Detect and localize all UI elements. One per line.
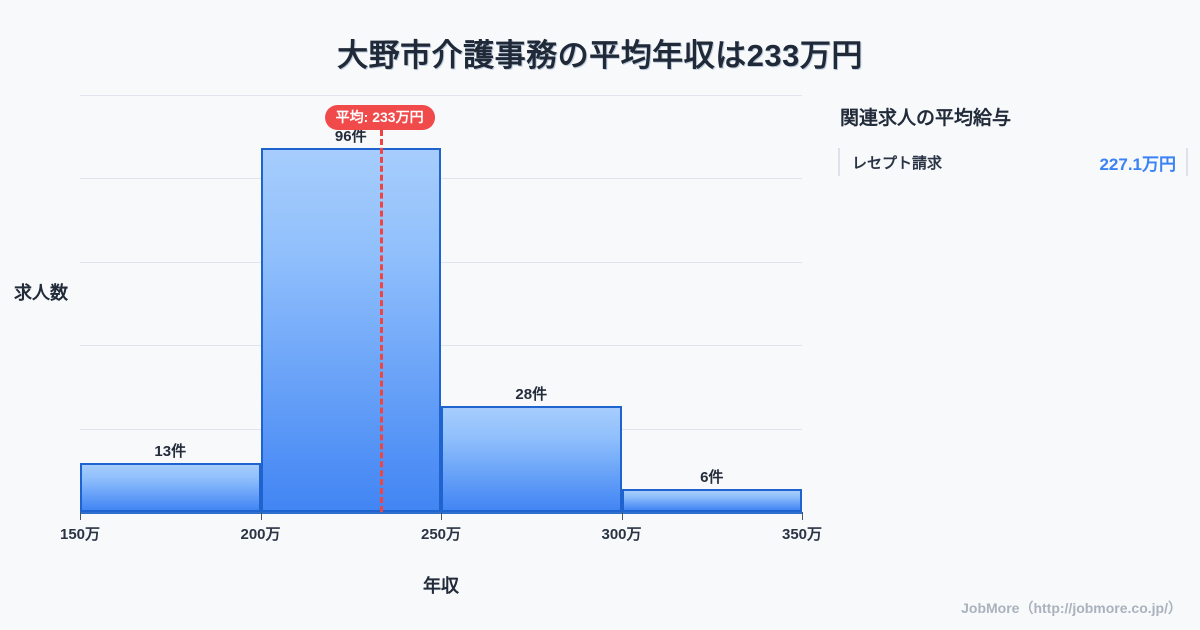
gridline <box>80 95 802 96</box>
x-axis-title: 年収 <box>423 576 459 596</box>
histogram-bar[interactable] <box>621 489 802 512</box>
related-salary-row-value: 227.1万円 <box>1099 154 1176 174</box>
average-line <box>379 130 383 512</box>
related-salary-panel: 関連求人の平均給与 レセプト請求 227.1万円 <box>838 95 1188 176</box>
bar-value-label: 28件 <box>515 385 548 403</box>
bar-value-label: 96件 <box>334 128 367 146</box>
related-salary-row[interactable]: レセプト請求 227.1万円 <box>838 148 1188 176</box>
page-title: 大野市介護事務の平均年収は233万円 <box>337 38 863 73</box>
footer-attribution: JobMore（http://jobmore.co.jp/） <box>961 600 1182 616</box>
x-axis-tick-mark <box>441 512 442 520</box>
x-axis-tick-mark <box>621 512 623 520</box>
x-axis-tick-label: 150万 <box>59 526 101 543</box>
gridline <box>80 261 802 263</box>
related-salary-list: レセプト請求 227.1万円 <box>838 148 1188 176</box>
x-axis-tick-mark <box>260 512 262 520</box>
plot-area: 13件 96件 28件 6件 150万 200万 250万 300万 350万 <box>60 95 822 543</box>
x-axis-tick-label: 200万 <box>240 526 281 543</box>
histogram-bar[interactable] <box>80 462 261 512</box>
average-badge: 平均: 233万円 <box>324 105 435 130</box>
y-axis-title: 求人数 <box>14 283 68 303</box>
gridline <box>80 178 802 180</box>
related-salary-title: 関連求人の平均給与 <box>840 108 1012 129</box>
histogram-bar[interactable] <box>441 405 622 512</box>
histogram-bar[interactable] <box>260 148 441 512</box>
bar-value-label: 6件 <box>700 469 724 487</box>
related-salary-row-label: レセプト請求 <box>852 154 943 172</box>
x-axis-tick-label: 350万 <box>781 526 823 543</box>
bar-value-label: 13件 <box>154 442 187 460</box>
x-axis-tick-mark <box>802 512 803 520</box>
histogram-chart: 13件 96件 28件 6件 150万 200万 250万 300万 350万 求人数 年収 平… <box>14 95 822 596</box>
gridline <box>80 345 802 347</box>
x-axis-tick-label: 300万 <box>601 526 642 543</box>
x-axis-tick-mark <box>80 512 81 520</box>
x-axis-tick-label: 250万 <box>420 526 462 543</box>
